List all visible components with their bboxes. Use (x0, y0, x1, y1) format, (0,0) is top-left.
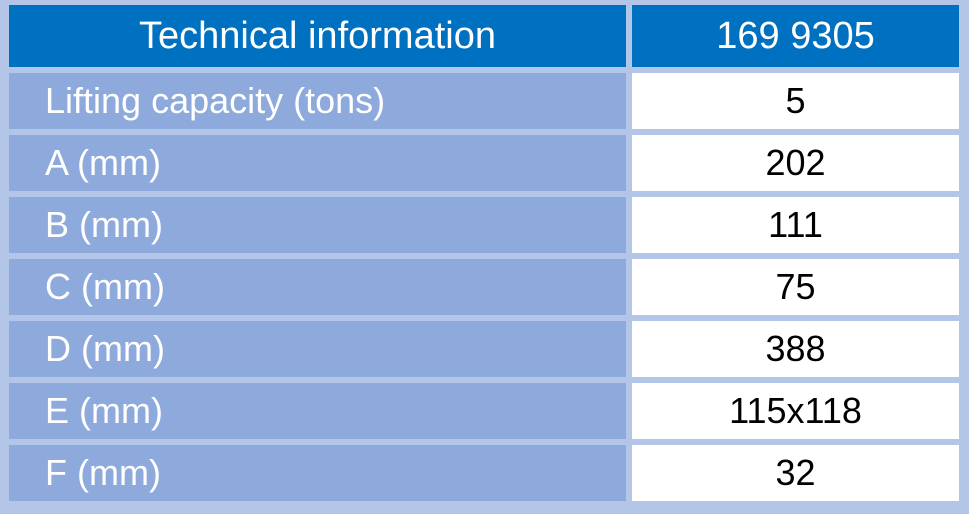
row-label: F (mm) (9, 445, 626, 501)
header-cell: 169 9305 (632, 5, 959, 67)
row-value: 202 (632, 135, 959, 191)
row-value: 5 (632, 73, 959, 129)
row-value: 111 (632, 197, 959, 253)
row-value: 388 (632, 321, 959, 377)
row-label: A (mm) (9, 135, 626, 191)
row-label: C (mm) (9, 259, 626, 315)
row-label: Lifting capacity (tons) (9, 73, 626, 129)
row-label: E (mm) (9, 383, 626, 439)
row-label: D (mm) (9, 321, 626, 377)
row-value: 115x118 (632, 383, 959, 439)
header-cell: Technical information (9, 5, 626, 67)
row-value: 75 (632, 259, 959, 315)
row-label: B (mm) (9, 197, 626, 253)
row-value: 32 (632, 445, 959, 501)
